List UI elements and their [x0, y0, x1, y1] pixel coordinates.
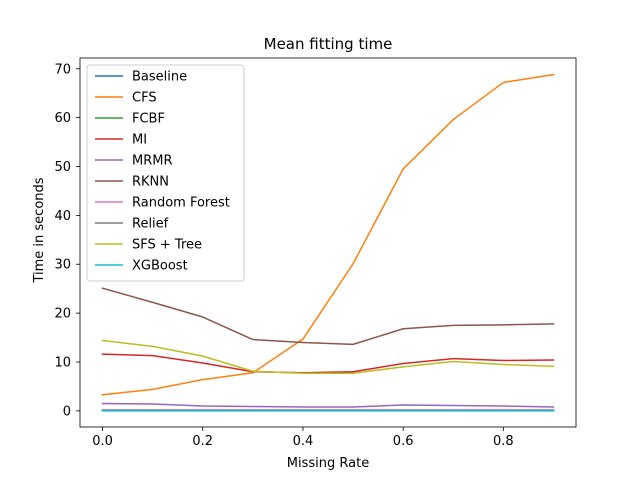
series-line-sfs-tree: [101, 339, 555, 374]
x-tick-label: 0.4: [293, 434, 314, 449]
legend-label: FCBF: [132, 112, 165, 127]
legend: Baseline CFS FCBF MI MRMR RKNN Random Forest Re…: [86, 64, 245, 282]
x-tick-label: 0.2: [192, 434, 213, 449]
legend-label: RKNN: [132, 175, 169, 190]
legend-label: MI: [132, 133, 147, 148]
legend-label: SFS + Tree: [132, 238, 202, 253]
x-tick-label: 0.0: [92, 434, 113, 449]
legend-label: Random Forest: [132, 196, 230, 211]
chart-title: Mean fitting time: [264, 35, 393, 53]
x-tick-label: 0.8: [493, 434, 514, 449]
y-tick-label: 40: [54, 209, 71, 224]
legend-label: MRMR: [132, 154, 173, 169]
series-line-mrmr: [101, 402, 555, 408]
legend-label: Relief: [132, 217, 169, 232]
legend-box: [86, 64, 245, 282]
x-tick-label: 0.6: [393, 434, 414, 449]
y-tick-label: 50: [54, 160, 71, 175]
legend-label: Baseline: [132, 70, 187, 85]
x-axis-label: Missing Rate: [287, 456, 369, 471]
legend-label: XGBoost: [132, 259, 188, 274]
series-line-cfs: [101, 73, 555, 396]
y-tick-label: 20: [54, 307, 71, 322]
plot-frame: [79, 57, 577, 428]
y-tick-label: 0: [63, 404, 71, 419]
series-line-mi: [101, 353, 555, 374]
y-tick-label: 10: [54, 355, 71, 370]
y-tick-label: 70: [54, 62, 71, 77]
y-tick-label: 60: [54, 111, 71, 126]
series-line-rknn: [101, 287, 555, 346]
y-tick-label: 30: [54, 258, 71, 273]
series-lines: [101, 73, 555, 412]
legend-label: CFS: [132, 91, 157, 106]
y-axis-label: Time in seconds: [32, 177, 47, 283]
axes: 0.0 0.2 0.4 0.6 0.8 0 10 20 30 40 50 60 70: [54, 57, 577, 449]
